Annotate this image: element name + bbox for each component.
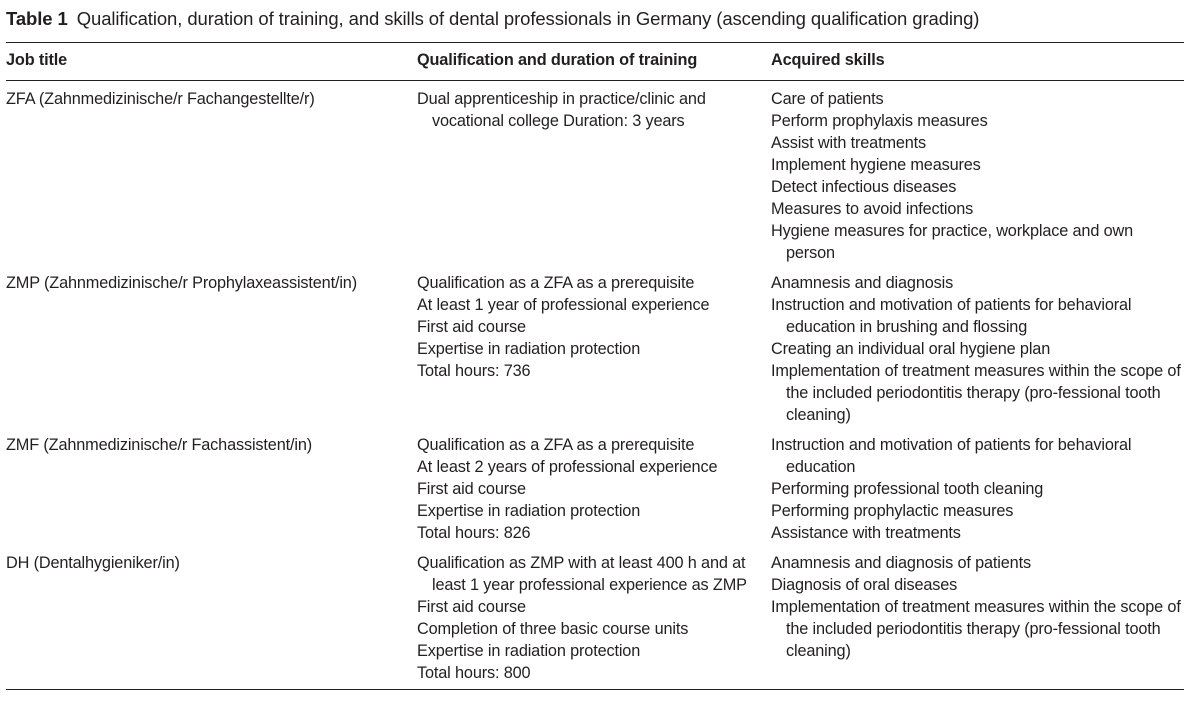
job-title-cell: ZMP (Zahnmedizinische/r Prophylaxeassist… — [6, 272, 417, 434]
qualification-item: Qualification as a ZFA as a prerequisite — [417, 436, 695, 454]
skill-item: Performing professional tooth cleaning — [771, 480, 1044, 498]
skill-item: Implement hygiene measures — [771, 156, 981, 174]
qualification-item: Dual apprenticeship in practice/clinic a… — [417, 90, 706, 130]
qualification-item: Qualification as ZMP with at least 400 h… — [417, 554, 747, 594]
skills-cell: Care of patients Perform prophylaxis mea… — [771, 81, 1184, 273]
skills-cell: Instruction and motivation of patients f… — [771, 434, 1184, 552]
header-qualification: Qualification and duration of training — [417, 51, 698, 69]
qualification-item: Total hours: 800 — [417, 664, 531, 682]
header-row: Job title Qualification and duration of … — [6, 42, 1184, 81]
job-title: ZMP (Zahnmedizinische/r Prophylaxeassist… — [6, 274, 357, 292]
skill-item: Assistance with treatments — [771, 524, 961, 542]
skill-item: Implementation of treatment measures wit… — [771, 598, 1181, 660]
table-body: ZFA (Zahnmedizinische/r Fachangestellte/… — [6, 81, 1184, 690]
qualification-cell: Qualification as ZMP with at least 400 h… — [417, 552, 771, 690]
job-title-cell: ZFA (Zahnmedizinische/r Fachangestellte/… — [6, 81, 417, 273]
skill-item: Performing prophylactic measures — [771, 502, 1014, 520]
qualification-item: Expertise in radiation protection — [417, 340, 641, 358]
skill-item: Measures to avoid infections — [771, 200, 974, 218]
skill-item: Instruction and motivation of patients f… — [771, 436, 1132, 476]
qualification-cell: Qualification as a ZFA as a prerequisite… — [417, 272, 771, 434]
table-row: DH (Dentalhygieniker/in) Qualification a… — [6, 552, 1184, 690]
table-row: ZFA (Zahnmedizinische/r Fachangestellte/… — [6, 81, 1184, 273]
qualification-item: Qualification as a ZFA as a prerequisite — [417, 274, 695, 292]
skill-item: Diagnosis of oral diseases — [771, 576, 958, 594]
skills-cell: Anamnesis and diagnosis of patients Diag… — [771, 552, 1184, 690]
qualification-cell: Qualification as a ZFA as a prerequisite… — [417, 434, 771, 552]
job-title-cell: DH (Dentalhygieniker/in) — [6, 552, 417, 690]
qualification-item: Expertise in radiation protection — [417, 642, 641, 660]
job-title: ZMF (Zahnmedizinische/r Fachassistent/in… — [6, 436, 313, 454]
skill-item: Perform prophylaxis measures — [771, 112, 988, 130]
qualification-item: Expertise in radiation protection — [417, 502, 641, 520]
skill-item: Creating an individual oral hygiene plan — [771, 340, 1051, 358]
job-title: DH (Dentalhygieniker/in) — [6, 554, 180, 572]
qualification-item: First aid course — [417, 318, 526, 336]
skill-item: Anamnesis and diagnosis — [771, 274, 954, 292]
qualification-item: Completion of three basic course units — [417, 620, 689, 638]
table-caption: Table 1 Qualification, duration of train… — [6, 6, 1184, 32]
qualification-item: First aid course — [417, 480, 526, 498]
header-acquired-skills: Acquired skills — [771, 51, 885, 69]
table-header: Job title Qualification and duration of … — [6, 42, 1184, 81]
qualification-item: At least 2 years of professional experie… — [417, 458, 718, 476]
skill-item: Implementation of treatment measures wit… — [771, 362, 1181, 424]
skills-cell: Anamnesis and diagnosis Instruction and … — [771, 272, 1184, 434]
qualification-item: Total hours: 736 — [417, 362, 531, 380]
qualification-table: Job title Qualification and duration of … — [6, 42, 1184, 690]
skill-item: Hygiene measures for practice, workplace… — [771, 222, 1134, 262]
table-row: ZMP (Zahnmedizinische/r Prophylaxeassist… — [6, 272, 1184, 434]
skill-item: Assist with treatments — [771, 134, 927, 152]
skill-item: Care of patients — [771, 90, 884, 108]
qualification-item: First aid course — [417, 598, 526, 616]
job-title: ZFA (Zahnmedizinische/r Fachangestellte/… — [6, 90, 315, 108]
qualification-item: At least 1 year of professional experien… — [417, 296, 710, 314]
table-row: ZMF (Zahnmedizinische/r Fachassistent/in… — [6, 434, 1184, 552]
skill-item: Instruction and motivation of patients f… — [771, 296, 1132, 336]
job-title-cell: ZMF (Zahnmedizinische/r Fachassistent/in… — [6, 434, 417, 552]
qualification-cell: Dual apprenticeship in practice/clinic a… — [417, 81, 771, 273]
skill-item: Anamnesis and diagnosis of patients — [771, 554, 1031, 572]
skill-item: Detect infectious diseases — [771, 178, 957, 196]
qualification-item: Total hours: 826 — [417, 524, 531, 542]
table-caption-text: Qualification, duration of training, and… — [76, 8, 980, 29]
table-caption-label: Table 1 — [6, 8, 68, 29]
header-job-title: Job title — [6, 51, 68, 69]
